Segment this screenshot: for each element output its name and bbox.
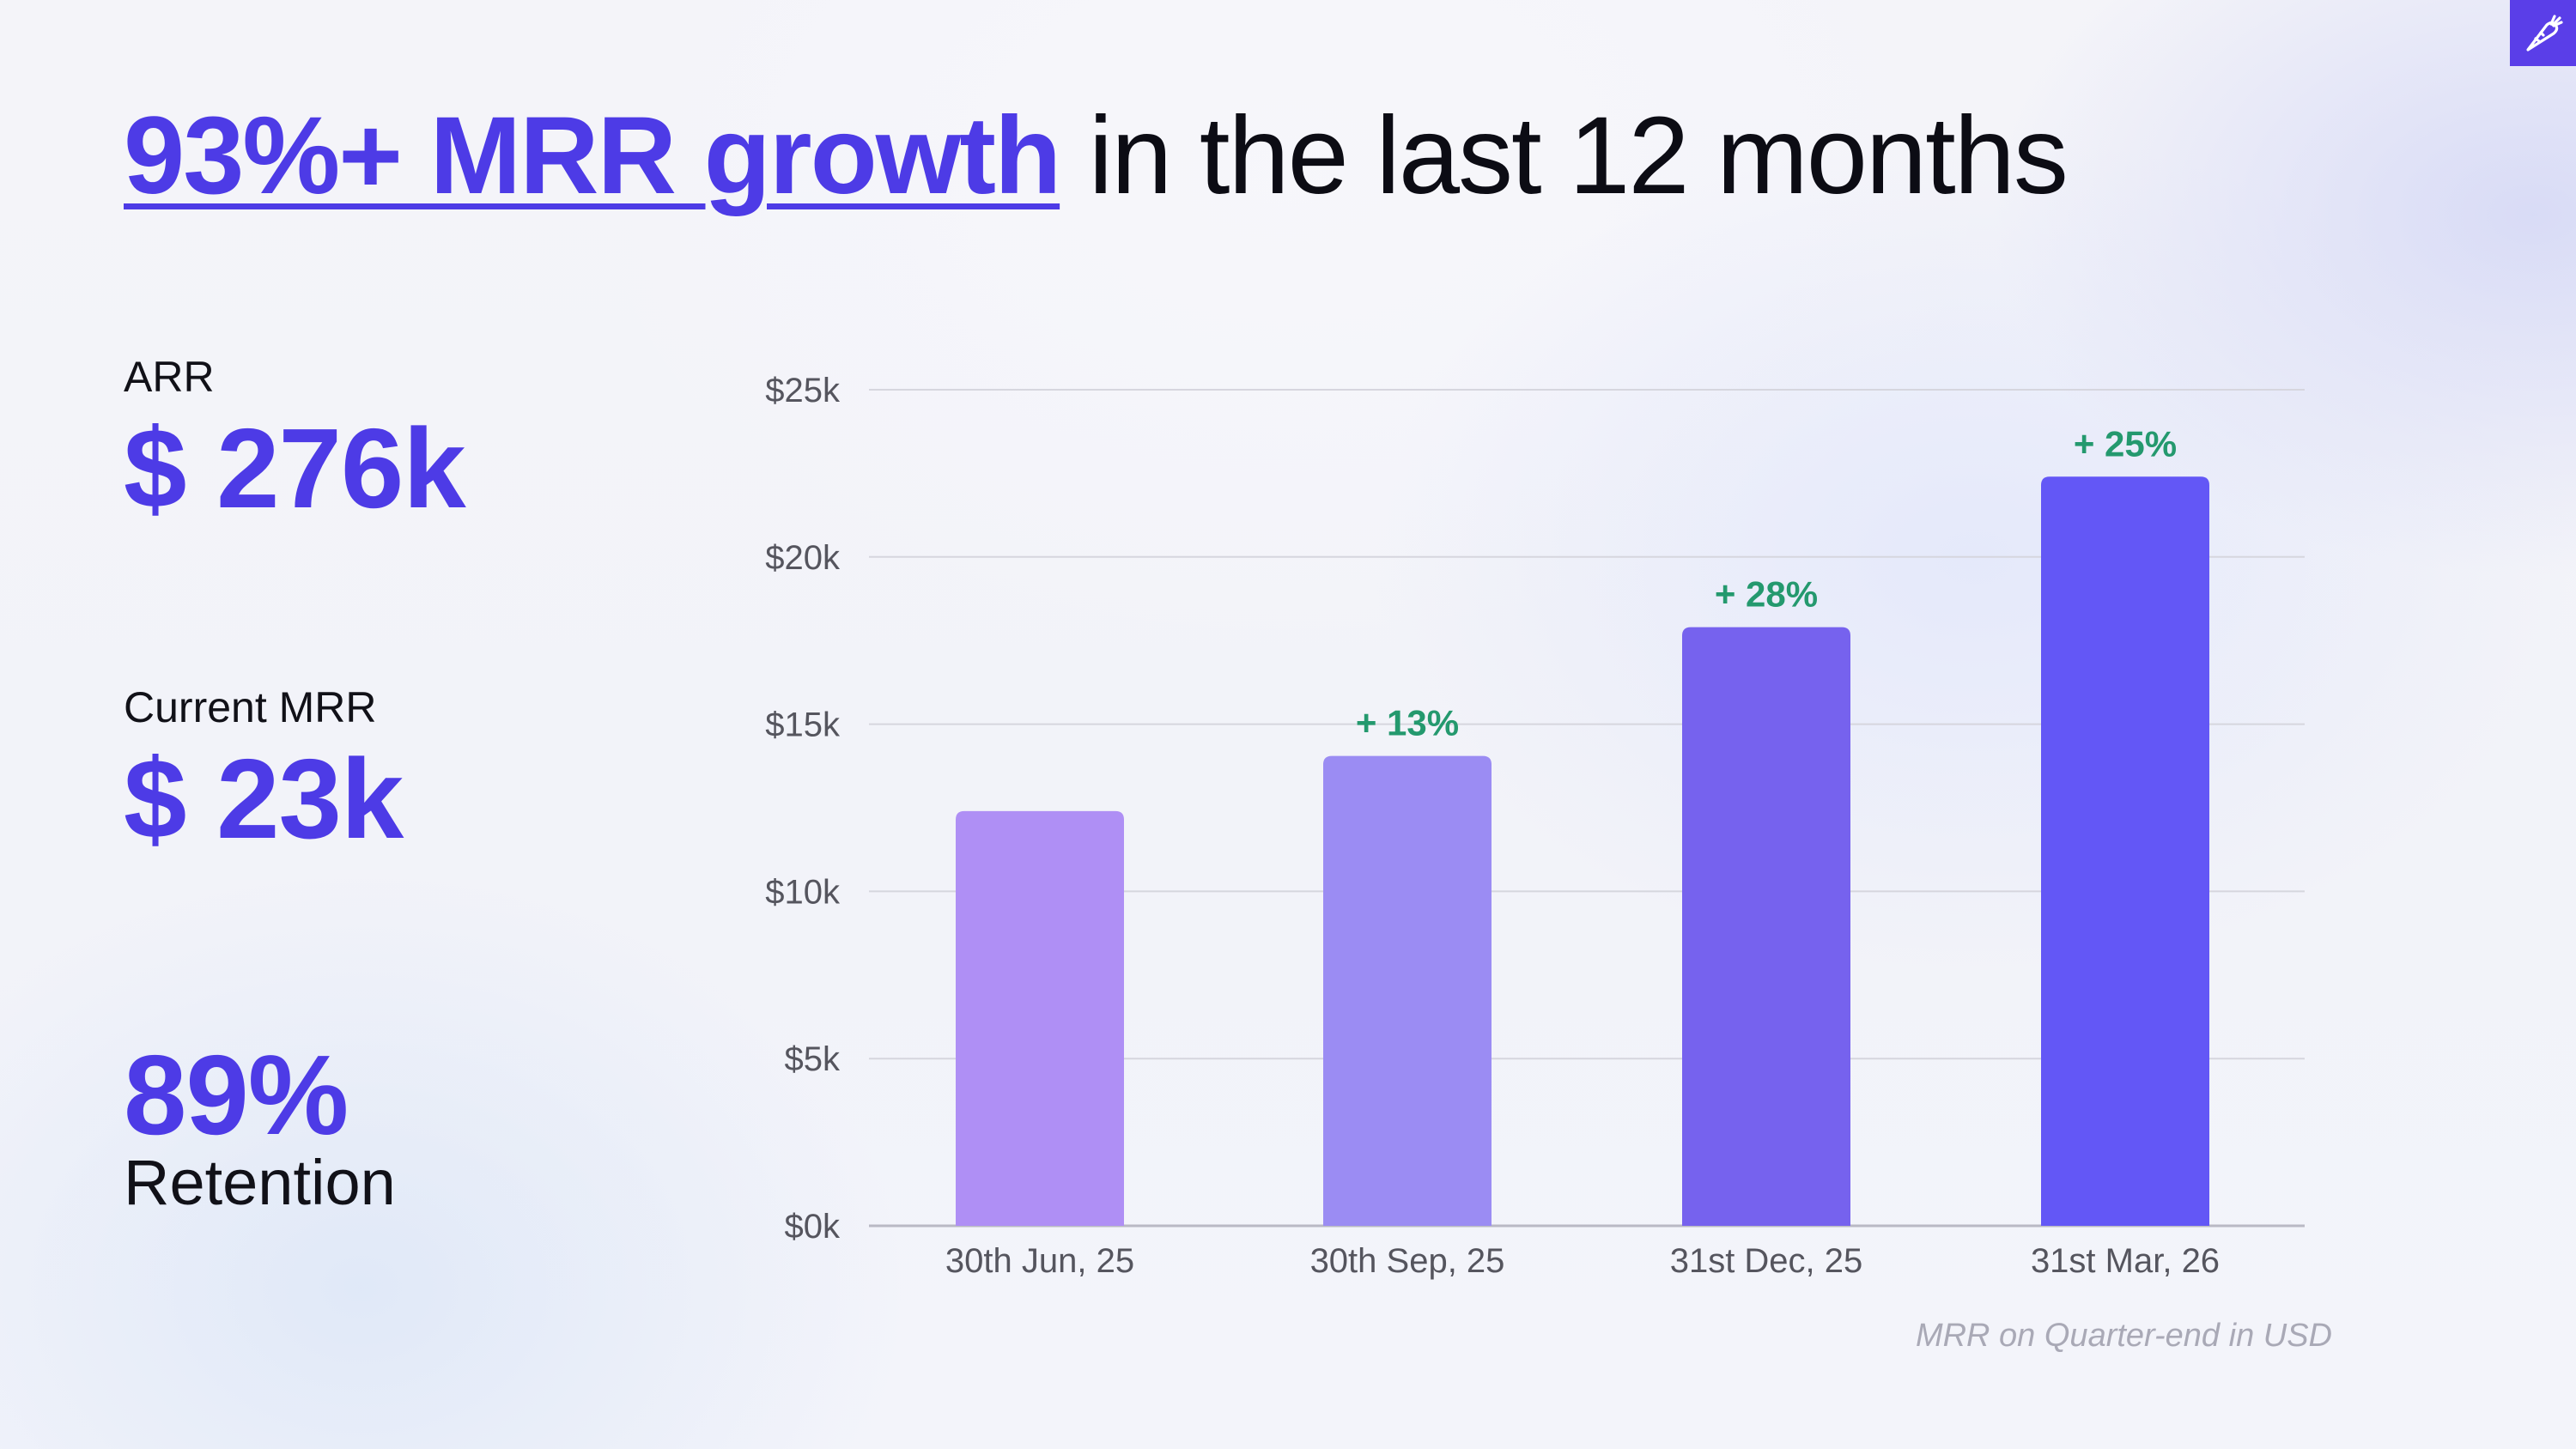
bar bbox=[956, 810, 1124, 1226]
mrr-value: $ 23k bbox=[124, 736, 404, 862]
page-title: 93%+ MRR growth in the last 12 months bbox=[124, 88, 2069, 225]
y-tick-label: $0k bbox=[785, 1208, 841, 1246]
mrr-label: Current MRR bbox=[124, 683, 377, 731]
logo bbox=[2510, 0, 2576, 66]
bar bbox=[2041, 476, 2209, 1226]
retention-label: Retention bbox=[124, 1147, 396, 1218]
arr-value: $ 276k bbox=[124, 405, 466, 531]
x-tick-label: 30th Sep, 25 bbox=[1310, 1242, 1505, 1280]
data-label: + 13% bbox=[1356, 703, 1459, 743]
data-label: + 28% bbox=[1715, 574, 1818, 615]
x-tick-label: 31st Dec, 25 bbox=[1670, 1242, 1863, 1280]
title-highlight: 93%+ MRR growth bbox=[124, 94, 1061, 217]
y-tick-label: $10k bbox=[765, 873, 841, 911]
title-rest: in the last 12 months bbox=[1088, 94, 2069, 217]
y-tick-label: $20k bbox=[765, 539, 841, 577]
bar bbox=[1323, 755, 1492, 1226]
carrot-logo-icon bbox=[2525, 14, 2563, 52]
x-tick-label: 31st Mar, 26 bbox=[2031, 1242, 2220, 1280]
data-label: + 25% bbox=[2074, 423, 2177, 464]
x-tick-label: 30th Jun, 25 bbox=[945, 1242, 1134, 1280]
chart-note: MRR on Quarter-end in USD bbox=[1915, 1318, 2332, 1354]
retention-value: 89% bbox=[124, 1032, 349, 1158]
y-tick-label: $5k bbox=[785, 1040, 841, 1078]
bar bbox=[1682, 627, 1850, 1226]
y-tick-label: $15k bbox=[765, 706, 841, 744]
y-tick-label: $25k bbox=[765, 372, 841, 409]
arr-label: ARR bbox=[124, 353, 215, 401]
